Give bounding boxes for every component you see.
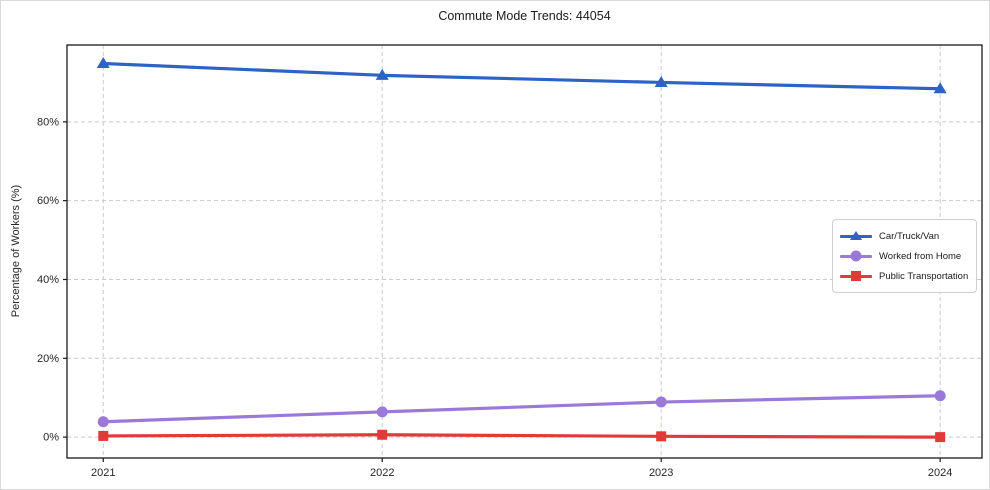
data-point-triangle [933,82,947,94]
legend-item-car-truck-van: Car/Truck/Van [840,226,968,246]
legend-label: Car/Truck/Van [879,230,940,242]
series-line-1 [101,394,942,424]
x-tick-label: 2024 [928,467,952,479]
x-tick-label: 2021 [91,467,115,479]
line-triangle-marker-icon [840,230,872,242]
legend: Car/Truck/Van Worked from Home Public Tr… [832,219,977,293]
y-tick-label: 0% [43,432,59,444]
line-square-marker-icon [840,270,872,282]
circle-marker-icon [850,250,862,262]
data-point-circle [655,396,667,408]
data-point-circle [934,390,946,402]
plot-border [66,44,983,459]
data-point-square [656,431,667,442]
legend-label: Worked from Home [879,250,962,262]
x-tick-label: 2023 [649,467,673,479]
triangle-marker-icon [850,231,862,241]
y-tick-label: 80% [37,116,59,128]
series-line-0 [101,61,942,91]
legend-item-public-transportation: Public Transportation [840,266,968,286]
data-point-circle [376,406,388,418]
line-circle-marker-icon [840,250,872,262]
data-point-square [98,430,109,441]
y-axis-label: Percentage of Workers (%) [10,184,22,318]
x-tick-label: 2022 [370,467,394,479]
data-point-square [377,429,388,440]
y-tick-label: 40% [37,274,59,286]
square-marker-icon [851,271,861,281]
y-tick-label: 20% [37,353,59,365]
data-point-triangle [654,75,668,87]
data-point-circle [97,416,109,428]
data-point-square [935,432,946,443]
legend-item-worked-from-home: Worked from Home [840,246,968,266]
legend-label: Public Transportation [879,270,969,282]
series-line-2 [101,433,942,439]
data-point-triangle [375,68,389,80]
data-point-triangle [96,57,110,69]
chart-title: Commute Mode Trends: 44054 [438,9,611,23]
y-tick-label: 60% [37,195,59,207]
